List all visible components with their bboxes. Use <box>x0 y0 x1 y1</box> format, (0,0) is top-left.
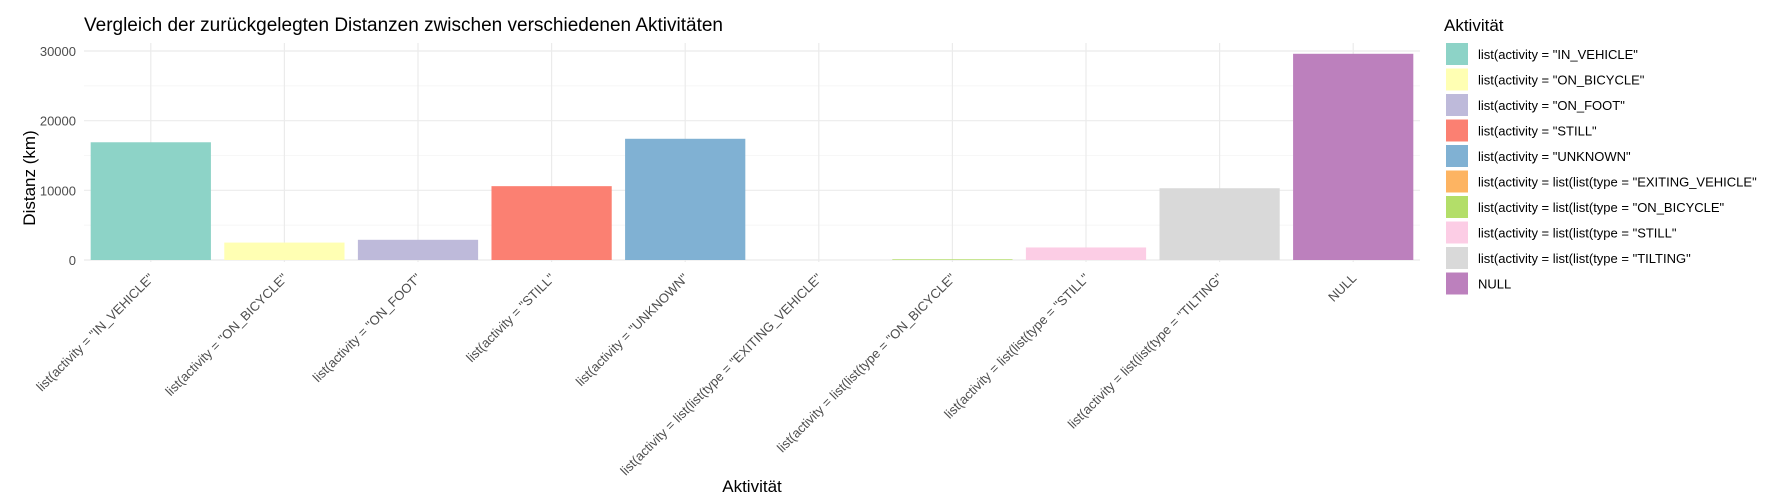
chart-title: Vergleich der zurückgelegten Distanzen z… <box>84 15 723 36</box>
legend: Aktivität list(activity = "IN_VEHICLE"li… <box>1444 16 1757 295</box>
legend-label: list(activity = "ON_FOOT" <box>1478 98 1625 113</box>
legend-swatch <box>1446 272 1468 295</box>
x-tick-label: list(activity = "ON_BICYCLE" <box>162 270 291 399</box>
x-tick-label: list(activity = "UNKNOWN" <box>573 270 692 389</box>
legend-label: list(activity = list(list(type = "STILL" <box>1478 226 1677 241</box>
legend-label: list(activity = "ON_BICYCLE" <box>1478 73 1645 88</box>
x-tick-label: list(activity = list(list(type = "TILTIN… <box>1065 270 1226 431</box>
x-tick-label: list(activity = list(list(type = "STILL" <box>941 270 1092 421</box>
bar <box>224 242 345 260</box>
legend-swatch <box>1446 119 1468 142</box>
y-tick-label: 20000 <box>40 114 76 129</box>
bar <box>491 186 612 260</box>
legend-items: list(activity = "IN_VEHICLE" list(activit… <box>1446 43 1757 295</box>
y-tick-label: 10000 <box>40 183 76 198</box>
legend-swatch <box>1446 145 1468 167</box>
bars <box>90 53 1414 260</box>
bar <box>90 142 211 260</box>
legend-label: list(activity = list(list(type = "ON_BIC… <box>1478 200 1725 215</box>
legend-label: list(activity = "UNKNOWN" <box>1478 149 1631 164</box>
bar <box>625 138 746 260</box>
legend-swatch <box>1446 43 1468 65</box>
bar <box>1025 247 1147 260</box>
y-axis-ticks: 0 10000 20000 30000 <box>40 44 76 268</box>
legend-label: list(activity = list(list(type = "TILTIN… <box>1478 251 1691 266</box>
x-axis-title: Aktivität <box>722 477 782 496</box>
legend-title: Aktivität <box>1444 16 1504 35</box>
x-tick-label: list(activity = "ON_FOOT" <box>310 270 425 385</box>
bar <box>1293 53 1414 260</box>
bar <box>357 239 479 260</box>
legend-label: list(activity = "STILL" <box>1478 124 1597 139</box>
legend-swatch <box>1446 68 1468 91</box>
x-axis-ticks: list(activity = "IN_VEHICLE" list(activit… <box>33 270 1359 478</box>
bar <box>892 259 1013 260</box>
x-tick-label: NULL <box>1325 271 1359 305</box>
y-tick-label: 30000 <box>40 44 76 59</box>
legend-label: NULL <box>1478 277 1511 292</box>
legend-swatch <box>1446 196 1468 218</box>
legend-swatch <box>1446 247 1468 269</box>
legend-label: list(activity = list(list(type = "EXITIN… <box>1478 175 1757 190</box>
bar <box>1159 188 1280 260</box>
grid <box>84 43 1420 262</box>
legend-swatch <box>1446 170 1468 193</box>
x-tick-label: list(activity = "IN_VEHICLE" <box>33 270 157 394</box>
y-tick-label: 0 <box>69 253 76 268</box>
y-axis-title: Distanz (km) <box>20 130 39 225</box>
legend-label: list(activity = "IN_VEHICLE" <box>1478 47 1638 62</box>
x-tick-label: list(activity = "STILL" <box>463 270 558 365</box>
legend-swatch <box>1446 94 1468 116</box>
legend-swatch <box>1446 221 1468 244</box>
